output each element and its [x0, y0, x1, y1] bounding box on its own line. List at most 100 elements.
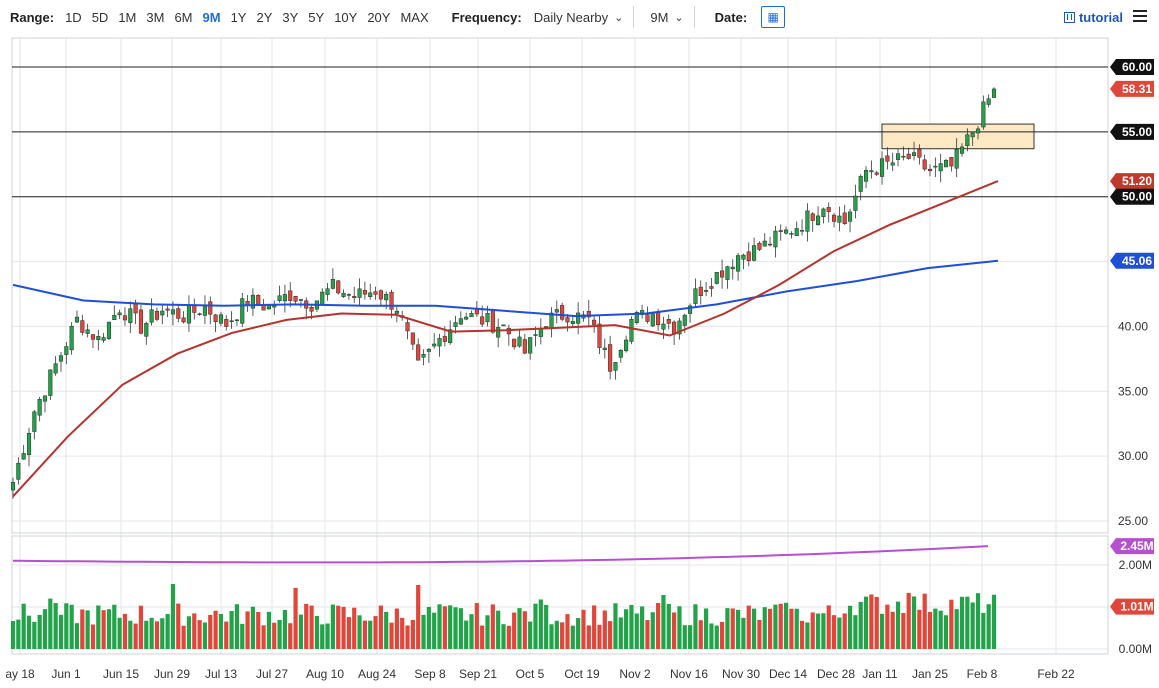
- range-button-10y[interactable]: 10Y: [334, 9, 358, 25]
- svg-text:2.45M: 2.45M: [1120, 539, 1153, 553]
- candle: [410, 332, 415, 350]
- svg-text:51.20: 51.20: [1122, 174, 1152, 188]
- candle: [352, 286, 357, 304]
- candle: [554, 300, 559, 324]
- candle: [890, 152, 895, 172]
- volume-bar: [64, 603, 69, 649]
- candle: [245, 295, 250, 312]
- volume-bar: [879, 613, 885, 649]
- candle: [362, 281, 367, 300]
- period-select[interactable]: 9M ⌄: [650, 10, 683, 25]
- volume-bar: [917, 609, 922, 649]
- candle: [90, 333, 96, 349]
- tutorial-link[interactable]: tutorial: [1063, 10, 1123, 25]
- range-button-1d[interactable]: 1D: [65, 9, 82, 25]
- volume-bar: [581, 609, 586, 649]
- volume-bar: [650, 612, 655, 649]
- volume-bar: [352, 607, 357, 649]
- candle: [277, 285, 282, 303]
- candle: [202, 295, 207, 325]
- volume-bar: [213, 610, 218, 649]
- volume-bar: [789, 608, 794, 649]
- range-button-1m[interactable]: 1M: [118, 9, 137, 25]
- range-button-5y[interactable]: 5Y: [308, 9, 325, 25]
- candle: [906, 147, 911, 160]
- candle: [80, 314, 85, 336]
- hamburger-menu-icon[interactable]: [1133, 10, 1147, 22]
- volume-bar: [245, 611, 250, 649]
- x-tick-label: Nov 16: [670, 667, 708, 681]
- range-button-9m[interactable]: 9M: [202, 9, 221, 25]
- volume-bar: [229, 611, 234, 649]
- candle: [602, 338, 607, 359]
- volume-bar: [714, 625, 719, 649]
- candle: [501, 324, 506, 327]
- svg-text:60.00: 60.00: [1122, 60, 1152, 74]
- volume-bar: [272, 622, 277, 649]
- volume-bar: [794, 608, 799, 649]
- candle: [117, 309, 122, 319]
- range-button-5d[interactable]: 5D: [91, 9, 109, 25]
- volume-bars: [10, 583, 997, 649]
- calendar-icon[interactable]: ▦: [761, 6, 786, 28]
- candle: [709, 278, 714, 297]
- price-chart[interactable]: 60.0055.0050.0045.0040.0035.0030.0025.00…: [0, 34, 1159, 688]
- volume-bar: [661, 595, 666, 649]
- ma-short-line: [12, 180, 999, 498]
- x-tick-label: Aug 24: [358, 667, 396, 681]
- volume-bar: [970, 602, 975, 649]
- volume-bar: [783, 602, 789, 649]
- candle: [144, 321, 149, 345]
- volume-bar: [751, 608, 757, 649]
- volume-bar: [874, 596, 879, 649]
- volume-bar: [799, 620, 805, 649]
- volume-bar: [480, 625, 485, 649]
- svg-text:1.01M: 1.01M: [1120, 600, 1153, 614]
- volume-bar: [277, 619, 282, 649]
- range-button-6m[interactable]: 6M: [174, 9, 193, 25]
- candle: [597, 314, 602, 355]
- range-button-3y[interactable]: 3Y: [282, 9, 299, 25]
- volume-bar: [608, 621, 613, 649]
- volume-bar: [320, 624, 325, 649]
- volume-bar: [442, 606, 447, 649]
- candle: [549, 307, 554, 338]
- volume-bar: [938, 610, 943, 649]
- candle: [885, 147, 890, 170]
- volume-bar: [256, 612, 261, 649]
- range-button-3m[interactable]: 3M: [146, 9, 165, 25]
- candle: [64, 341, 69, 365]
- volume-bar: [634, 613, 639, 649]
- candle: [730, 259, 735, 280]
- range-button-2y[interactable]: 2Y: [256, 9, 273, 25]
- volume-bar: [719, 621, 725, 649]
- volume-bar: [682, 625, 687, 649]
- candle: [240, 292, 245, 327]
- volume-bar: [74, 623, 80, 649]
- volume-bar: [208, 614, 213, 649]
- price-tick-label: 40.00: [1118, 319, 1148, 333]
- candle: [650, 311, 655, 328]
- frequency-select[interactable]: Daily Nearby ⌄: [534, 10, 624, 25]
- volume-bar: [144, 620, 149, 649]
- x-tick-label: Nov 30: [722, 667, 760, 681]
- range-button-1y[interactable]: 1Y: [230, 9, 247, 25]
- range-label: Range:: [10, 9, 55, 25]
- range-button-20y[interactable]: 20Y: [367, 9, 391, 25]
- volume-bar: [688, 625, 693, 649]
- volume-bar: [837, 617, 842, 649]
- volume-bar: [666, 603, 671, 649]
- volume-average-line: [12, 545, 989, 564]
- volume-bar: [330, 604, 335, 649]
- candle: [645, 306, 650, 324]
- resistance-zone: [881, 123, 1035, 150]
- volume-bar: [805, 622, 810, 649]
- candle: [26, 427, 32, 467]
- candle: [234, 319, 239, 326]
- svg-text:50.00: 50.00: [1122, 190, 1152, 204]
- volume-bar: [122, 613, 128, 649]
- volume-bar: [517, 608, 522, 649]
- candle: [469, 310, 474, 318]
- range-button-max[interactable]: MAX: [400, 9, 429, 25]
- volume-bar: [863, 596, 869, 649]
